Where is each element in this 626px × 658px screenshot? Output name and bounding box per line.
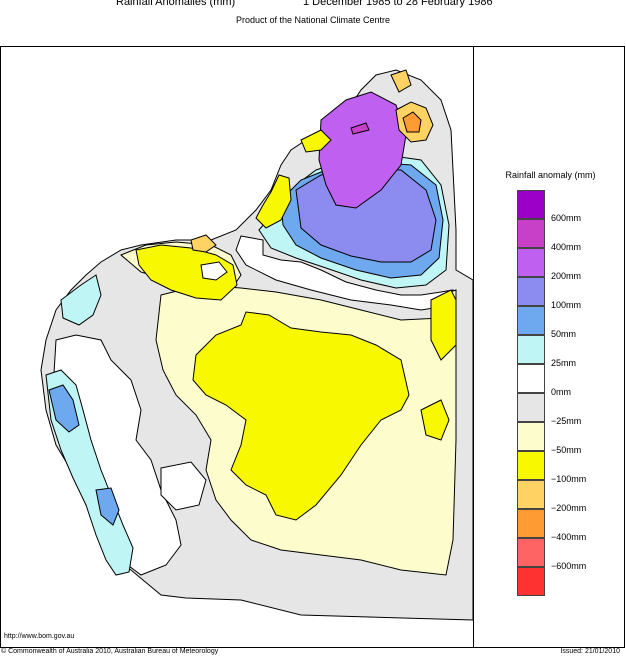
copyright-notice: © Commonwealth of Australia 2010, Austra… [1, 648, 219, 655]
source-url: http://www.bom.gov.au [4, 633, 75, 640]
zone-200mm-north [318, 91, 407, 209]
legend-label: −50mm [551, 445, 582, 455]
legend-label: 600mm [551, 213, 582, 223]
issued-date: Issued: 21/01/2010 [560, 648, 620, 655]
zone-minus50mm-kimberley [300, 129, 332, 153]
zone-50mm-southwest [95, 487, 120, 526]
legend-label: 400mm [551, 242, 582, 252]
legend-swatch [517, 335, 545, 364]
title-row: Rainfall Anomalies (mm) 1 December 1985 … [0, 0, 626, 12]
legend-swatch [517, 190, 545, 219]
legend-swatch [517, 451, 545, 480]
legend-title: Rainfall anomaly (mm) [505, 170, 596, 180]
legend-swatch [517, 364, 545, 393]
zone-minus50mm-pilbara [255, 174, 292, 229]
zone-minus100mm-west [190, 234, 217, 253]
legend-swatch [517, 538, 545, 567]
zone-0mm-south [160, 461, 207, 511]
legend-label: 100mm [551, 300, 582, 310]
zone-25mm-northwest [60, 274, 102, 326]
legend-label: −200mm [551, 503, 587, 513]
legend-swatch [517, 248, 545, 277]
legend-swatch [517, 509, 545, 538]
map-subtitle: Product of the National Climate Centre [235, 15, 391, 25]
zone-400mm-north [350, 122, 370, 135]
legend-label: −400mm [551, 532, 587, 542]
zone-minus50mm-northwest [135, 244, 238, 301]
rainfall-anomaly-map [40, 69, 473, 621]
legend-label: 200mm [551, 271, 582, 281]
legend-label: −600mm [551, 561, 587, 571]
legend-label: −100mm [551, 474, 587, 484]
legend-swatch [517, 306, 545, 335]
legend-label: 0mm [551, 387, 571, 397]
legend-swatch [517, 277, 545, 306]
zone-50mm-west [48, 384, 80, 433]
zone-0mm-inland [200, 261, 228, 281]
map-period: 1 December 1985 to 28 February 1986 [303, 0, 493, 8]
legend-swatch [517, 393, 545, 422]
zone-minus200mm-kimberley [402, 111, 422, 133]
legend-divider [473, 46, 474, 648]
map-title: Rainfall Anomalies (mm) [116, 0, 236, 8]
zone-minus50mm-east [430, 289, 457, 361]
zone-minus100mm-north [390, 69, 412, 93]
legend-swatch [517, 422, 545, 451]
legend-swatch [517, 567, 545, 596]
legend-swatch [517, 480, 545, 509]
legend-label: −25mm [551, 416, 582, 426]
zone-minus50mm-central [192, 311, 410, 521]
zone-minus50mm-east2 [420, 399, 450, 441]
legend-label: 25mm [551, 358, 577, 368]
legend-label: 50mm [551, 329, 577, 339]
map-frame [0, 46, 625, 648]
legend-swatch [517, 219, 545, 248]
